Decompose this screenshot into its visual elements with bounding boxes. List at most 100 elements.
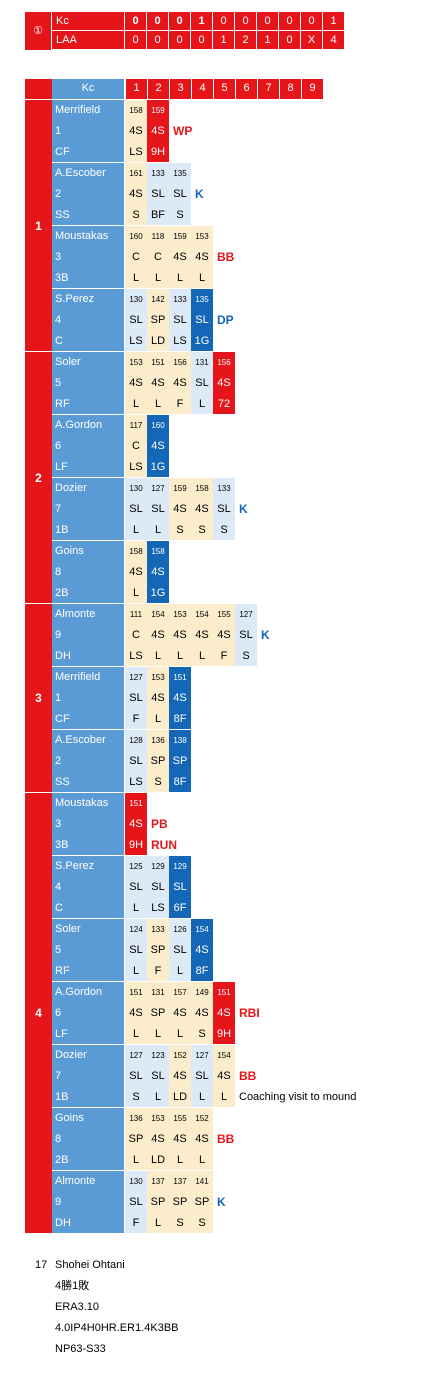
batter-position: SS — [55, 209, 70, 221]
pitch-speed: 128 — [129, 736, 143, 745]
pitch-column — [191, 1108, 213, 1170]
batter-position: 3B — [55, 839, 69, 851]
pitch-speed: 156 — [173, 358, 187, 367]
at-bat-result: K — [261, 628, 270, 642]
pitch-speed: 158 — [129, 106, 143, 115]
pitch-column — [147, 352, 169, 414]
header-inning: 7 — [257, 79, 279, 99]
pitch-type: SP — [150, 1007, 166, 1019]
batter-name: A.Escober — [55, 734, 106, 746]
pitch-type: 4S — [195, 1133, 209, 1145]
pitch-result: S — [176, 1217, 184, 1229]
pitch-speed: 151 — [129, 988, 143, 997]
header-inning: 6 — [235, 79, 257, 99]
pitch-column — [147, 604, 169, 666]
pitch-type: 4S — [129, 377, 143, 389]
pitch-result: L — [132, 1028, 140, 1040]
pitch-column — [125, 1045, 147, 1107]
pitch-result: F — [176, 398, 184, 410]
pitch-column — [147, 541, 169, 603]
batter-name: S.Perez — [55, 293, 95, 305]
batter-name: Merrifield — [55, 104, 101, 116]
batter-position: SS — [55, 776, 70, 788]
pitch-speed: 136 — [151, 736, 165, 745]
at-bat-result: DP — [217, 313, 234, 327]
batter-position: 3B — [55, 272, 69, 284]
pitch-type: SL — [129, 755, 143, 767]
pitch-type: 4S — [129, 566, 143, 578]
batter-name: A.Gordon — [55, 419, 103, 431]
pitch-type: 4S — [173, 1070, 187, 1082]
pitch-result: S — [176, 209, 184, 221]
pitch-result: 9H — [216, 1028, 232, 1040]
pitch-result: F — [154, 965, 162, 977]
pitch-column — [147, 478, 169, 540]
inning-label: 1 — [25, 100, 52, 351]
pitch-result: S — [154, 776, 162, 788]
pitch-result: 72 — [217, 398, 231, 410]
score-cell: 0 — [279, 12, 301, 31]
pitch-speed: 152 — [173, 1051, 187, 1060]
pitch-speed: 131 — [195, 358, 209, 367]
batter-block — [52, 1045, 124, 1107]
pitch-result: L — [132, 902, 140, 914]
pitch-result: S — [132, 1091, 140, 1103]
pitch-column — [125, 478, 147, 540]
pitch-column — [191, 604, 213, 666]
pitch-speed: 153 — [151, 673, 165, 682]
score-cell: 0 — [301, 12, 323, 31]
pitch-speed: 135 — [195, 295, 209, 304]
pitch-speed: 127 — [239, 610, 253, 619]
pitch-result: L — [132, 398, 140, 410]
pitch-type: SL — [195, 377, 209, 389]
pitch-type: 4S — [151, 1133, 165, 1145]
batter-name: Moustakas — [55, 230, 109, 242]
batter-position: RF — [55, 965, 70, 977]
pitch-result: L — [154, 1217, 162, 1229]
pitch-result: 1G — [194, 335, 210, 347]
batter-position: 2B — [55, 1154, 69, 1166]
pitch-speed: 124 — [129, 925, 143, 934]
pitch-type: SL — [151, 1070, 165, 1082]
pitch-type: 4S — [173, 1007, 187, 1019]
pitch-speed: 159 — [173, 484, 187, 493]
at-bat-result: K — [195, 187, 204, 201]
pitch-column — [169, 478, 191, 540]
batter-block — [52, 163, 124, 225]
pitch-result: F — [220, 650, 228, 662]
pitch-result: S — [220, 524, 228, 536]
pitch-speed: 137 — [151, 1177, 165, 1186]
pitch-speed: 155 — [173, 1114, 187, 1123]
pitch-type: SL — [217, 503, 231, 515]
pitch-speed: 137 — [173, 1177, 187, 1186]
pitch-column — [147, 415, 169, 477]
pitch-column — [235, 604, 257, 666]
batter-block — [52, 478, 124, 540]
pitch-result: L — [154, 398, 162, 410]
pitch-result: LS — [129, 650, 143, 662]
batter-block — [52, 289, 124, 351]
pitch-speed: 151 — [173, 673, 187, 682]
pitch-type: SL — [239, 629, 253, 641]
pitch-type: 4S — [173, 377, 187, 389]
pitch-column — [125, 352, 147, 414]
pitch-result: L — [132, 587, 140, 599]
pitch-result: L — [198, 398, 206, 410]
pitch-column — [147, 100, 169, 162]
batter-block — [52, 856, 124, 918]
batter-order: 2 — [55, 188, 62, 200]
pitch-type: 4S — [129, 188, 143, 200]
pitch-result: 9H — [150, 146, 166, 158]
at-bat-result: BB — [217, 1132, 235, 1146]
pitch-result: L — [154, 272, 162, 284]
batter-position: 1B — [55, 1091, 69, 1103]
pitch-type: 4S — [151, 440, 165, 452]
at-bat-result-2: RUN — [151, 838, 177, 852]
pitch-column — [169, 604, 191, 666]
pitch-result: LD — [150, 335, 166, 347]
score-cell: 1 — [191, 12, 213, 31]
batter-name: Merrifield — [55, 671, 101, 683]
batter-position: 1B — [55, 524, 69, 536]
pitch-column — [147, 1108, 169, 1170]
pitch-column — [125, 541, 147, 603]
